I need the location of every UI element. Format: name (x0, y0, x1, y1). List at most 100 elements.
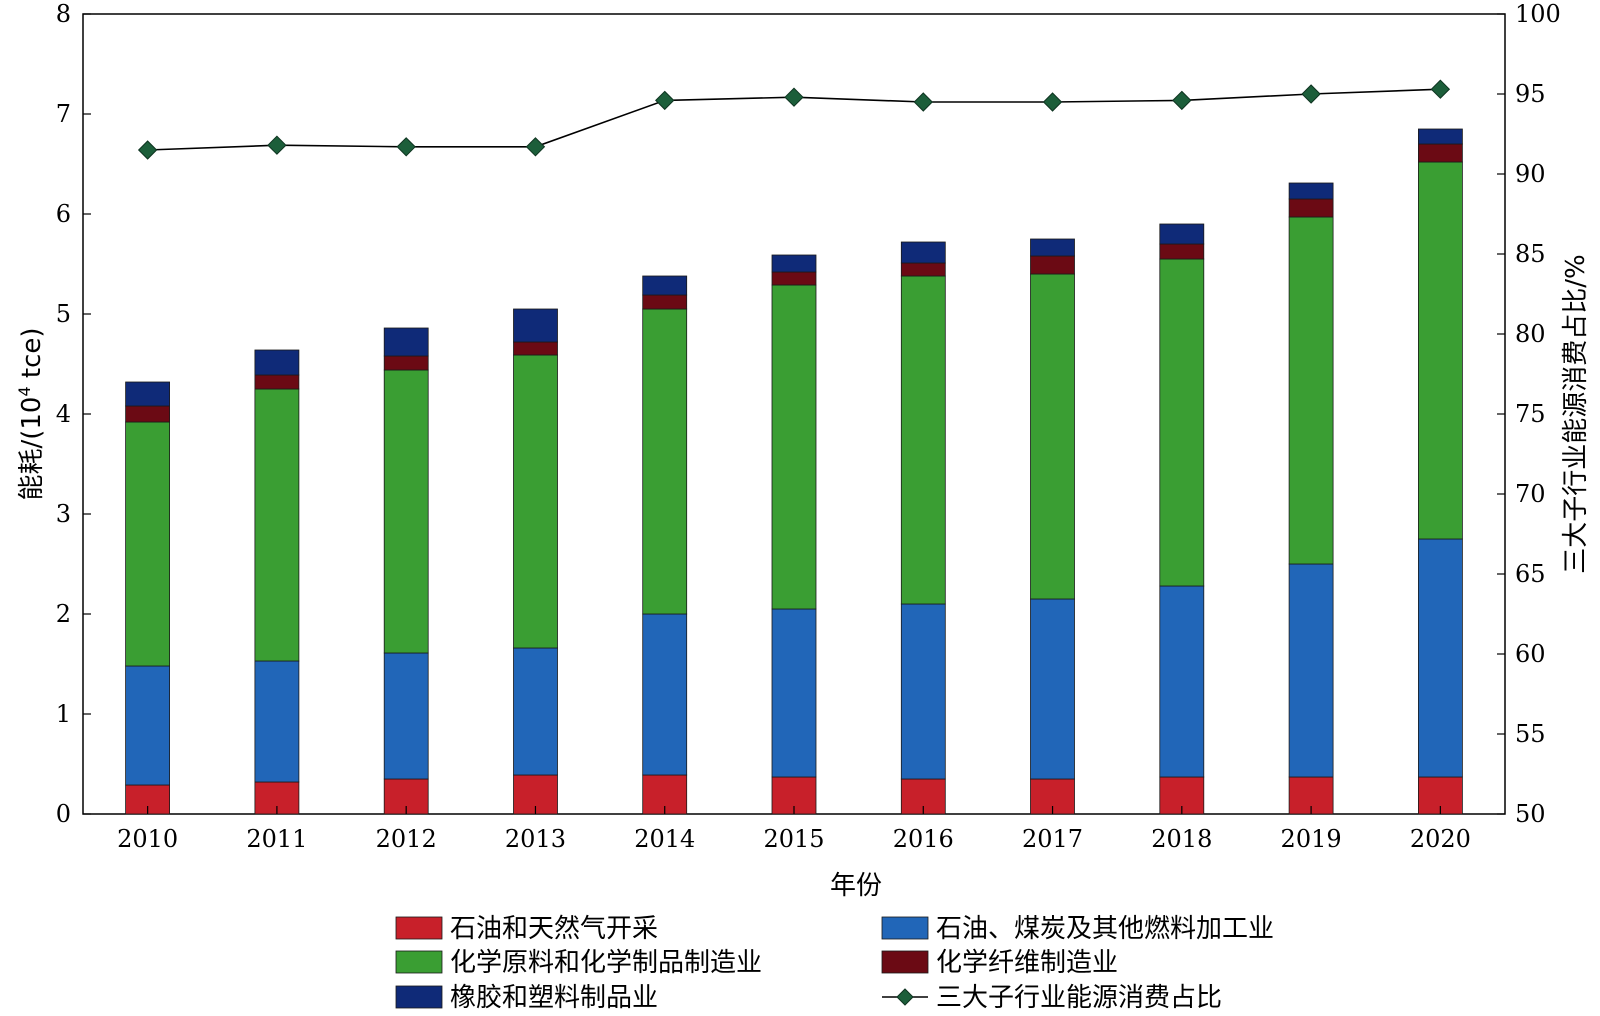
y2-tick-label-65: 65 (1515, 560, 1546, 588)
bar-segment-2011-series-5 (254, 349, 300, 376)
bar-segment-2011-series-3 (254, 388, 300, 662)
y-tick-label-8: 8 (56, 0, 71, 28)
share-marker-2020 (1430, 79, 1451, 99)
bar-segment-2016-series-5 (900, 241, 946, 264)
share-marker-2017 (1042, 92, 1063, 112)
y2-tick-label-90: 90 (1515, 160, 1546, 188)
bar-segment-2019-series-3 (1288, 216, 1334, 565)
x-tick-label-2020: 2020 (1410, 825, 1471, 853)
bar-segment-2012-series-3 (383, 369, 429, 654)
bar-segment-2014-series-3 (642, 308, 688, 615)
share-marker-2011 (267, 135, 287, 155)
bar-segment-2013-series-2 (513, 647, 558, 776)
y2-tick-label-85: 85 (1515, 240, 1546, 268)
bar-segment-2017-series-2 (1030, 598, 1075, 780)
y-tick-label-6: 6 (56, 200, 71, 228)
x-tick-label-2016: 2016 (893, 825, 954, 853)
bar-segment-2015-series-4 (771, 271, 817, 286)
y2-tick-label-50: 50 (1515, 800, 1546, 828)
legend-label: 三大子行业能源消费占比 (936, 983, 1222, 1013)
y-tick-label-7: 7 (56, 100, 71, 128)
share-line-layer (137, 79, 1451, 160)
x-tick-label-2010: 2010 (117, 825, 178, 853)
bar-segment-2017-series-5 (1030, 238, 1075, 257)
x-axis-title: 年份 (830, 871, 882, 901)
y2-axis-title: 三大子行业能源消费占比/% (1561, 254, 1591, 573)
legend-label: 化学纤维制造业 (936, 948, 1118, 978)
right-y-axis: 50 55 60 65 70 75 80 85 90 95 100 (1497, 0, 1561, 828)
legend-swatch (395, 950, 443, 974)
x-tick-label-2011: 2011 (246, 825, 307, 853)
bar-segment-2014-series-2 (642, 613, 688, 776)
bar-segment-2019-series-2 (1288, 563, 1334, 778)
y-tick-label-1: 1 (56, 700, 71, 728)
y-tick-label-0: 0 (56, 800, 71, 828)
bar-segment-2014-series-4 (642, 294, 688, 310)
bar-segment-2015-series-2 (771, 608, 817, 778)
x-tick-label-2013: 2013 (505, 825, 566, 853)
bar-segment-2010-series-2 (125, 665, 170, 786)
bar-segment-2011-series-2 (254, 660, 300, 783)
bar-segment-2020-series-4 (1418, 143, 1463, 163)
legend-label: 橡胶和塑料制品业 (450, 983, 658, 1013)
y-tick-label-4: 4 (56, 400, 71, 428)
legend-item-6: 三大子行业能源消费占比 (882, 983, 1222, 1013)
bar-segment-2018-series-2 (1159, 585, 1205, 778)
bar-segment-2018-series-5 (1159, 223, 1205, 245)
bar-segment-2020-series-2 (1418, 538, 1463, 778)
share-marker-2019 (1301, 84, 1321, 104)
y-tick-label-3: 3 (56, 500, 71, 528)
bar-layer (125, 128, 1463, 815)
y2-tick-label-70: 70 (1515, 480, 1546, 508)
bar-segment-2016-series-4 (900, 262, 946, 277)
bar-segment-2016-series-3 (900, 275, 946, 605)
y2-tick-label-75: 75 (1515, 400, 1546, 428)
y-tick-label-5: 5 (56, 300, 71, 328)
bar-segment-2013-series-3 (513, 354, 558, 649)
x-tick-label-2012: 2012 (376, 825, 437, 853)
share-marker-2012 (396, 137, 416, 157)
y2-tick-label-95: 95 (1515, 80, 1546, 108)
y2-tick-label-55: 55 (1515, 720, 1546, 748)
legend-item-3: 化学原料和化学制品制造业 (395, 948, 762, 978)
bar-segment-2014-series-5 (642, 275, 688, 296)
bar-segment-2018-series-3 (1159, 258, 1205, 587)
x-axis: 2010 2011 2012 2013 2014 2015 2016 2017 2018 2019… (117, 806, 1471, 853)
legend-swatch (881, 916, 929, 940)
bar-segment-2020-series-3 (1418, 161, 1463, 540)
bar-segment-2013-series-4 (513, 341, 558, 356)
legend-swatch (395, 916, 443, 940)
bar-segment-2018-series-4 (1159, 243, 1205, 260)
bar-segment-2015-series-3 (771, 284, 817, 610)
x-tick-label-2015: 2015 (763, 825, 824, 853)
bar-segment-2010-series-3 (125, 421, 170, 667)
x-tick-label-2018: 2018 (1151, 825, 1212, 853)
left-y-axis: 0 1 2 3 4 5 6 7 8 (56, 0, 91, 828)
bar-segment-2016-series-2 (900, 603, 946, 780)
bar-segment-2010-series-5 (125, 381, 170, 407)
x-tick-label-2019: 2019 (1281, 825, 1342, 853)
y2-tick-label-60: 60 (1515, 640, 1546, 668)
legend-item-5: 橡胶和塑料制品业 (395, 983, 658, 1013)
share-marker-2013 (525, 137, 546, 157)
bar-segment-2012-series-2 (383, 652, 429, 780)
x-tick-label-2014: 2014 (634, 825, 695, 853)
bar-segment-2012-series-5 (383, 327, 429, 357)
share-marker-2016 (913, 92, 933, 112)
legend-item-4: 化学纤维制造业 (881, 948, 1118, 978)
y-tick-label-2: 2 (56, 600, 71, 628)
y2-tick-label-80: 80 (1515, 320, 1546, 348)
legend-swatch (395, 985, 443, 1009)
bar-segment-2012-series-4 (383, 355, 429, 371)
x-tick-label-2017: 2017 (1022, 825, 1083, 853)
share-marker-2010 (137, 140, 158, 160)
share-marker-2015 (784, 87, 804, 107)
bar-segment-2013-series-5 (513, 308, 558, 343)
y-axis-title: 能耗/(104 tce) (15, 327, 47, 500)
share-marker-2014 (655, 90, 675, 111)
bar-segment-2011-series-4 (254, 374, 300, 390)
legend-swatch (881, 950, 929, 974)
y-axis-title-exponent: 4 (15, 386, 34, 396)
